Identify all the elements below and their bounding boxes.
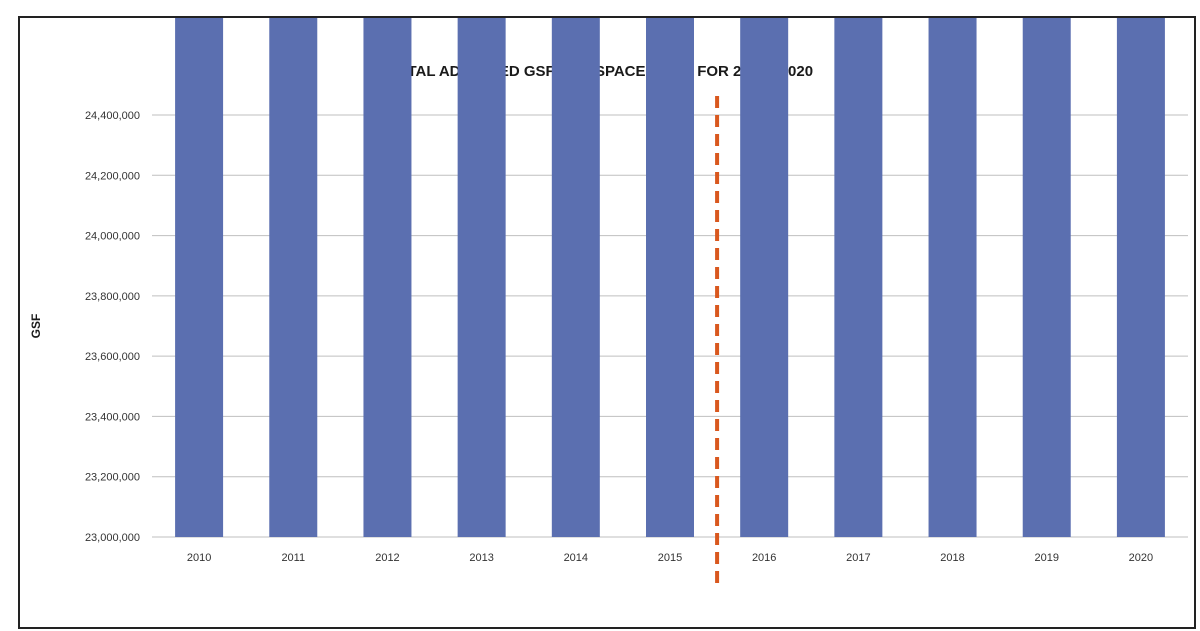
- x-tick-label: 2011: [281, 552, 305, 564]
- y-tick-label: 23,600,000: [85, 351, 140, 363]
- x-tick-label: 2014: [564, 552, 588, 564]
- y-tick-label: 23,400,000: [85, 411, 140, 423]
- x-tick-label: 2017: [846, 552, 870, 564]
- bar-segment-primary: [740, 18, 789, 537]
- x-tick-label: 2018: [940, 552, 964, 564]
- bar-segment-primary: [646, 18, 694, 537]
- x-tick-label: 2016: [752, 552, 776, 564]
- y-tick-label: 24,400,000: [85, 110, 140, 122]
- bar-segment-primary: [269, 18, 318, 537]
- bar-segment-primary: [551, 18, 600, 537]
- y-tick-label: 23,200,000: [85, 472, 140, 484]
- bar-segment-primary: [457, 18, 506, 537]
- bar-segment-primary: [928, 18, 977, 537]
- x-tick-label: 2012: [375, 552, 399, 564]
- y-tick-label: 23,000,000: [85, 532, 140, 544]
- x-tick-label: 2010: [187, 552, 211, 564]
- bar-segment-primary: [1022, 18, 1071, 537]
- bar-segment-primary: [1116, 18, 1165, 537]
- y-axis-label: GSF: [29, 314, 43, 339]
- stacked-bar-chart: TOTAL ADJUSTED GSF AND SPACE BANK FOR 20…: [29, 18, 1188, 590]
- bar-segment-primary: [363, 18, 412, 537]
- bar-segment-primary: [834, 18, 883, 537]
- y-tick-label: 24,000,000: [85, 231, 140, 243]
- chart-frame: TOTAL ADJUSTED GSF AND SPACE BANK FOR 20…: [18, 16, 1196, 629]
- x-axis-ticks: 2010 2011 2012 2013 2014 2015 2016 2017 2018 2019…: [187, 552, 1153, 564]
- x-tick-label: 2015: [658, 552, 682, 564]
- x-tick-label: 2020: [1129, 552, 1153, 564]
- y-axis-ticks: 23,000,000 23,200,000 23,400,000 23,600,000…: [85, 110, 140, 544]
- y-tick-label: 23,800,000: [85, 291, 140, 303]
- bar-segment-primary: [175, 18, 224, 537]
- y-tick-label: 24,200,000: [85, 170, 140, 182]
- x-tick-label: 2019: [1034, 552, 1058, 564]
- x-tick-label: 2013: [469, 552, 493, 564]
- bars: [175, 18, 1165, 537]
